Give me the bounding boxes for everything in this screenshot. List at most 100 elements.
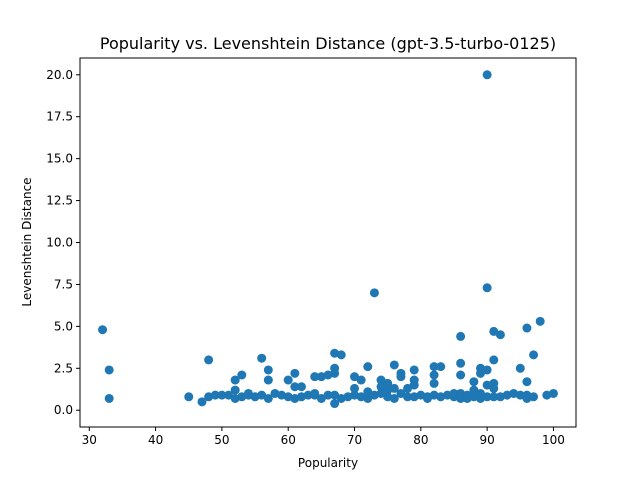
data-point-97: [469, 385, 479, 395]
data-point-74: [409, 380, 419, 390]
data-point-43: [330, 390, 340, 400]
x-tick-label-7: 100: [542, 433, 565, 447]
data-point-53: [363, 362, 373, 372]
data-points: [98, 70, 558, 409]
data-point-87: [449, 388, 459, 398]
data-point-7: [210, 390, 220, 400]
data-point-106: [482, 392, 492, 402]
data-point-44: [330, 399, 340, 409]
x-tick-label-1: 40: [148, 433, 163, 447]
data-point-35: [310, 388, 320, 398]
y-tick-label-4: 10.0: [46, 236, 73, 250]
data-point-69: [396, 388, 406, 398]
data-point-14: [237, 370, 247, 380]
data-point-95: [469, 377, 479, 387]
data-point-30: [296, 382, 306, 392]
y-axis-ticks: 0.0 2.5 5.0 7.5 10.0 12.5 15.0 17.5 20.0: [46, 68, 80, 417]
data-point-51: [356, 375, 366, 385]
data-point-2: [104, 393, 114, 403]
data-point-20: [263, 365, 273, 375]
data-point-111: [489, 392, 499, 402]
data-point-81: [429, 378, 439, 388]
y-tick-label-3: 7.5: [54, 277, 73, 291]
data-point-108: [489, 355, 499, 365]
y-tick-label-6: 15.0: [46, 152, 73, 166]
data-point-72: [409, 365, 419, 375]
data-point-12: [230, 375, 240, 385]
data-point-49: [350, 383, 360, 393]
x-axis-label: Popularity: [298, 456, 358, 470]
data-point-126: [548, 388, 558, 398]
chart-title: Popularity vs. Levenshtein Distance (gpt…: [100, 34, 556, 53]
data-point-101: [476, 388, 486, 398]
data-point-11: [230, 385, 240, 395]
data-point-103: [482, 283, 492, 293]
x-axis-ticks: 30 40 50 60 70 80 90 100: [82, 427, 565, 447]
data-point-90: [456, 370, 466, 380]
data-point-64: [389, 360, 399, 370]
data-point-48: [350, 372, 360, 382]
data-point-28: [290, 382, 300, 392]
x-tick-label-0: 30: [82, 433, 97, 447]
data-point-104: [482, 365, 492, 375]
data-point-56: [369, 288, 379, 298]
data-point-79: [429, 362, 439, 372]
data-point-26: [283, 375, 293, 385]
data-point-55: [363, 393, 373, 403]
data-point-112: [495, 330, 505, 340]
data-point-6: [204, 355, 214, 365]
data-point-122: [529, 350, 539, 360]
data-point-37: [316, 393, 326, 403]
data-point-80: [429, 370, 439, 380]
data-point-117: [515, 390, 525, 400]
data-point-102: [482, 70, 492, 80]
data-point-0: [98, 325, 108, 335]
data-point-58: [376, 375, 386, 385]
data-point-110: [489, 383, 499, 393]
data-point-33: [310, 372, 320, 382]
x-tick-label-5: 80: [413, 433, 428, 447]
data-point-107: [489, 326, 499, 336]
plot-frame: [79, 57, 577, 428]
data-point-59: [376, 382, 386, 392]
data-point-118: [522, 323, 532, 333]
x-tick-label-6: 90: [480, 433, 495, 447]
data-point-1: [104, 365, 114, 375]
data-point-61: [383, 378, 393, 388]
x-tick-label-2: 50: [214, 433, 229, 447]
x-tick-label-3: 60: [281, 433, 296, 447]
data-point-123: [529, 392, 539, 402]
data-point-39: [323, 390, 333, 400]
data-point-8: [217, 390, 227, 400]
y-tick-label-8: 20.0: [46, 68, 73, 82]
data-point-70: [403, 383, 413, 393]
y-tick-label-1: 2.5: [54, 361, 73, 375]
data-point-3: [184, 392, 194, 402]
y-axis-label: Levenshtein Distance: [20, 177, 34, 306]
data-point-119: [522, 377, 532, 387]
data-point-65: [389, 383, 399, 393]
data-point-45: [336, 350, 346, 360]
data-point-18: [257, 353, 267, 363]
data-point-88: [456, 331, 466, 341]
data-point-21: [263, 375, 273, 385]
data-point-83: [436, 362, 446, 372]
data-point-4: [197, 397, 207, 407]
y-tick-label-5: 12.5: [46, 194, 73, 208]
data-point-16: [243, 388, 253, 398]
data-point-66: [389, 393, 399, 403]
data-point-71: [403, 392, 413, 402]
data-point-116: [515, 363, 525, 373]
data-point-9: [224, 390, 234, 400]
data-point-22: [263, 393, 273, 403]
data-point-99: [476, 368, 486, 378]
data-point-124: [535, 316, 545, 326]
data-point-54: [363, 387, 373, 397]
y-tick-label-2: 5.0: [54, 319, 73, 333]
y-tick-label-7: 17.5: [46, 110, 73, 124]
data-point-89: [456, 358, 466, 368]
data-point-27: [290, 368, 300, 378]
data-point-68: [396, 372, 406, 382]
